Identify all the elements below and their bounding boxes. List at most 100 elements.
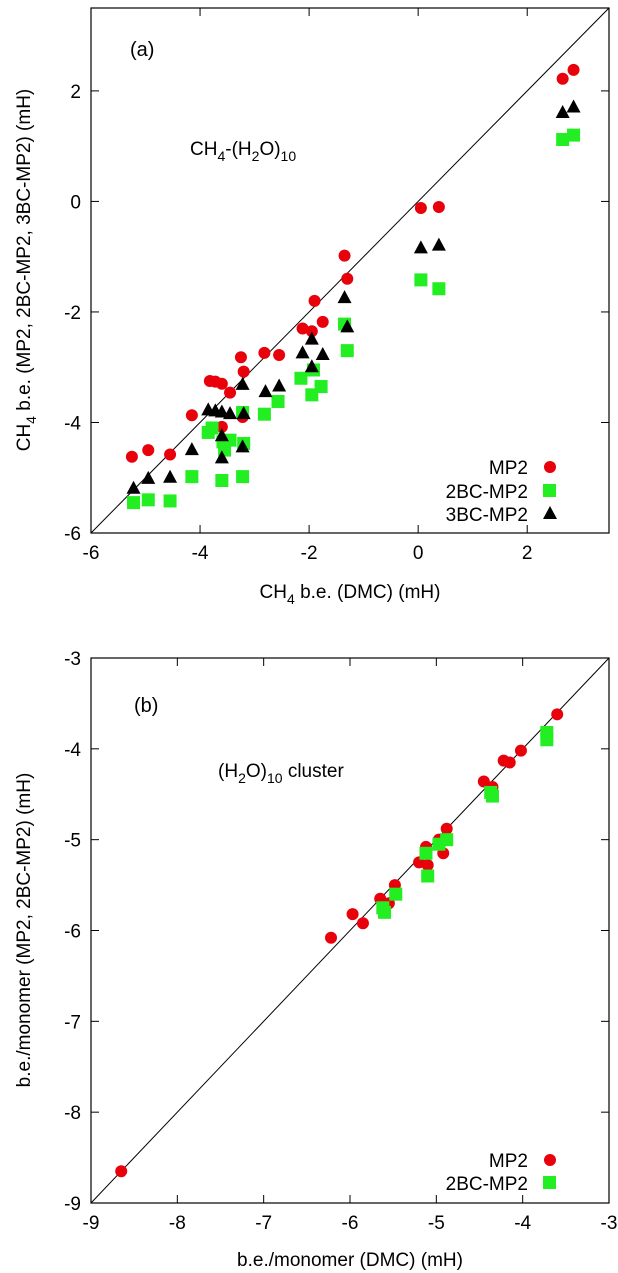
point-2bc-mp2 — [223, 433, 237, 447]
point-3bc-mp2 — [304, 359, 319, 373]
point-2bc-mp2 — [185, 470, 199, 484]
point-mp2 — [258, 346, 271, 359]
point-2bc-mp2 — [215, 474, 229, 487]
x-tick-label: 0 — [413, 543, 424, 564]
legend-marker-2bc-mp2 — [543, 484, 556, 497]
point-mp2 — [556, 72, 569, 85]
y-tick-label: -4 — [64, 740, 81, 761]
y-tick-label: 0 — [70, 192, 81, 213]
x-tick-label: -7 — [255, 1213, 272, 1234]
x-tick-label: -2 — [301, 543, 318, 564]
point-2bc-mp2 — [567, 128, 581, 142]
legend-marker-2bc-mp2 — [543, 1176, 556, 1189]
panel-b-points — [115, 708, 564, 1178]
panel-a-annotation: CH4-(H2O)10 — [190, 139, 296, 164]
point-mp2 — [234, 351, 247, 364]
point-3bc-mp2 — [236, 406, 251, 420]
point-2bc-mp2 — [271, 394, 285, 408]
point-2bc-mp2 — [556, 133, 570, 147]
panel-b-annotation: (H2O)10 cluster — [218, 761, 344, 786]
point-2bc-mp2 — [485, 789, 499, 803]
point-2bc-mp2 — [340, 344, 354, 358]
point-2bc-mp2 — [257, 407, 271, 421]
point-mp2 — [125, 450, 138, 463]
point-mp2 — [338, 249, 351, 262]
x-tick-label: -5 — [428, 1213, 445, 1234]
x-tick-label: -4 — [192, 543, 209, 564]
point-3bc-mp2 — [258, 384, 273, 398]
point-mp2 — [237, 365, 250, 378]
panel-b-legend: MP2 2BC-MP2 — [446, 1151, 556, 1195]
panel-b-y-axis-label: b.e./monomer (MP2, 2BC-MP2) (mH) — [14, 773, 35, 1088]
point-3bc-mp2 — [431, 237, 446, 251]
panel-a-parity-line — [90, 7, 610, 534]
point-mp2 — [142, 444, 155, 457]
y-tick-label: -8 — [64, 1103, 81, 1124]
point-3bc-mp2 — [295, 345, 310, 359]
point-2bc-mp2 — [236, 470, 250, 484]
y-tick-label: -7 — [64, 1012, 81, 1033]
point-mp2 — [215, 377, 228, 390]
point-3bc-mp2 — [566, 99, 581, 113]
point-3bc-mp2 — [315, 347, 330, 361]
x-tick-label: -3 — [601, 1213, 618, 1234]
point-mp2 — [273, 349, 286, 362]
point-mp2 — [477, 775, 490, 788]
panel-b-x-axis-label: b.e./monomer (DMC) (mH) — [237, 1250, 463, 1271]
panel-a-points — [125, 63, 581, 510]
y-tick-label: -4 — [64, 413, 81, 434]
legend-label-3bc-mp2: 3BC-MP2 — [446, 505, 528, 526]
point-mp2 — [514, 744, 527, 757]
point-mp2 — [503, 756, 516, 769]
point-2bc-mp2 — [294, 371, 308, 385]
x-tick-label: 2 — [522, 543, 533, 564]
point-mp2 — [316, 315, 329, 328]
point-3bc-mp2 — [223, 406, 238, 420]
panel-a-legend: MP2 2BC-MP2 3BC-MP2 — [446, 458, 557, 526]
point-mp2 — [341, 272, 354, 285]
point-2bc-mp2 — [414, 273, 428, 287]
point-mp2 — [164, 448, 177, 461]
legend-marker-3bc-mp2 — [543, 506, 557, 519]
point-2bc-mp2 — [163, 494, 177, 508]
point-mp2 — [421, 859, 434, 872]
point-mp2 — [224, 386, 237, 399]
panel-a-y-axis-label: CH4 b.e. (MP2, 2BC-MP2, 3BC-MP2) (mH) — [14, 89, 39, 452]
point-3bc-mp2 — [214, 404, 229, 418]
x-tick-label: -4 — [514, 1213, 531, 1234]
point-3bc-mp2 — [304, 331, 319, 345]
point-3bc-mp2 — [235, 376, 250, 390]
legend-label-2bc-mp2: 2BC-MP2 — [446, 1174, 528, 1195]
point-mp2 — [215, 420, 228, 433]
panel-b-parity-line — [90, 657, 610, 1204]
y-tick-label: -2 — [64, 303, 81, 324]
point-mp2 — [305, 325, 318, 338]
legend-label-2bc-mp2: 2BC-MP2 — [446, 482, 528, 503]
point-mp2 — [551, 708, 564, 721]
point-2bc-mp2 — [389, 887, 403, 901]
point-2bc-mp2 — [421, 869, 435, 883]
point-2bc-mp2 — [432, 282, 446, 296]
point-3bc-mp2 — [141, 470, 156, 484]
point-3bc-mp2 — [214, 428, 229, 442]
x-tick-label: -6 — [83, 543, 100, 564]
y-tick-label: -6 — [64, 524, 81, 545]
point-3bc-mp2 — [337, 290, 352, 304]
panel-b: -9 -8 -7 -6 -5 -4 -3 -9 -8 -7 -6 -5 -4 -3 (b) (H2O)10… — [14, 649, 617, 1271]
point-2bc-mp2 — [314, 380, 328, 394]
point-2bc-mp2 — [127, 496, 141, 510]
point-2bc-mp2 — [440, 833, 454, 847]
point-mp2 — [346, 908, 359, 921]
x-tick-label: -9 — [83, 1213, 100, 1234]
point-3bc-mp2 — [163, 469, 178, 483]
legend-label-mp2: MP2 — [489, 1151, 528, 1172]
point-mp2 — [432, 200, 445, 213]
point-mp2 — [567, 63, 580, 76]
legend-marker-mp2 — [544, 1154, 556, 1166]
point-mp2 — [414, 202, 427, 215]
point-mp2 — [356, 917, 369, 930]
panel-a-x-axis-label: CH4 b.e. (DMC) (mH) — [260, 582, 441, 607]
point-mp2 — [308, 294, 321, 307]
y-tick-label: -5 — [64, 831, 81, 852]
